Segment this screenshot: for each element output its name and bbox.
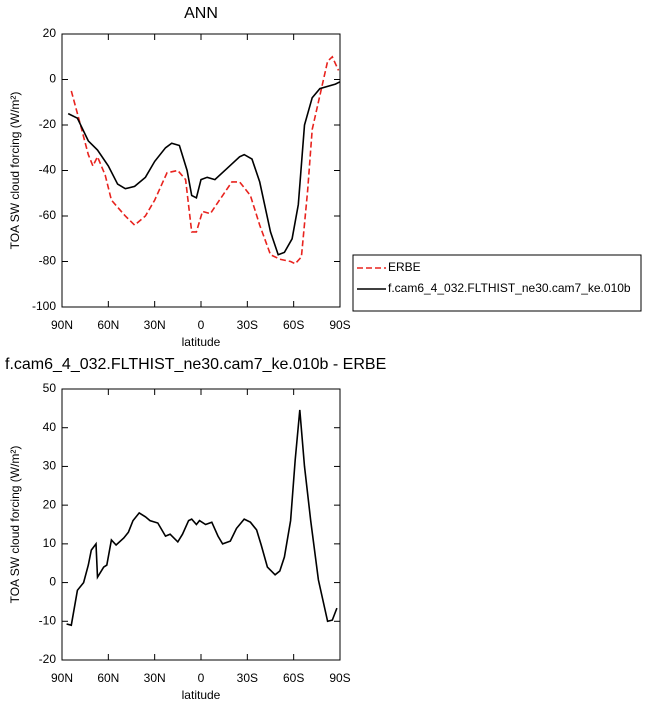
y-tick-label: 30 [43, 459, 57, 473]
x-tick-label: 0 [198, 671, 205, 685]
chart-title: ANN [184, 5, 218, 22]
y-tick-label: -100 [32, 299, 56, 313]
y-tick-label: 40 [43, 420, 57, 434]
legend-label: ERBE [388, 260, 421, 274]
x-tick-label: 0 [198, 318, 205, 332]
x-tick-label: 30S [237, 671, 258, 685]
chart-title: f.cam6_4_032.FLTHIST_ne30.cam7_ke.010b -… [5, 356, 386, 373]
y-tick-label: -20 [39, 652, 57, 666]
y-tick-label: -80 [39, 254, 57, 268]
y-tick-label: -60 [39, 208, 57, 222]
x-tick-label: 60N [97, 671, 119, 685]
y-tick-label: 10 [43, 536, 57, 550]
y-axis-label: TOA SW cloud forcing (W/m²) [8, 446, 22, 604]
y-tick-label: 0 [49, 575, 56, 589]
x-tick-label: 30N [144, 671, 166, 685]
x-tick-label: 60S [283, 318, 304, 332]
x-tick-label: 90S [329, 671, 350, 685]
y-axis-label: TOA SW cloud forcing (W/m²) [8, 92, 22, 250]
x-tick-label: 90N [51, 671, 73, 685]
x-axis-label: latitude [182, 335, 221, 349]
y-tick-label: 50 [43, 381, 57, 395]
x-tick-label: 90N [51, 318, 73, 332]
data-line [70, 55, 340, 265]
y-tick-label: 20 [43, 497, 57, 511]
x-tick-label: 30N [144, 318, 166, 332]
data-line [66, 409, 338, 627]
x-tick-label: 60S [283, 671, 304, 685]
y-tick-label: 0 [49, 72, 56, 86]
y-tick-label: -40 [39, 163, 57, 177]
data-line [67, 81, 341, 256]
x-axis-label: latitude [182, 688, 221, 702]
legend-box [352, 254, 642, 312]
x-tick-label: 90S [329, 318, 350, 332]
x-tick-label: 60N [97, 318, 119, 332]
legend-label: f.cam6_4_032.FLTHIST_ne30.cam7_ke.010b [388, 281, 631, 295]
y-tick-label: -20 [39, 117, 57, 131]
y-tick-label: -10 [39, 613, 57, 627]
y-tick-label: 20 [43, 26, 57, 40]
x-tick-label: 30S [237, 318, 258, 332]
